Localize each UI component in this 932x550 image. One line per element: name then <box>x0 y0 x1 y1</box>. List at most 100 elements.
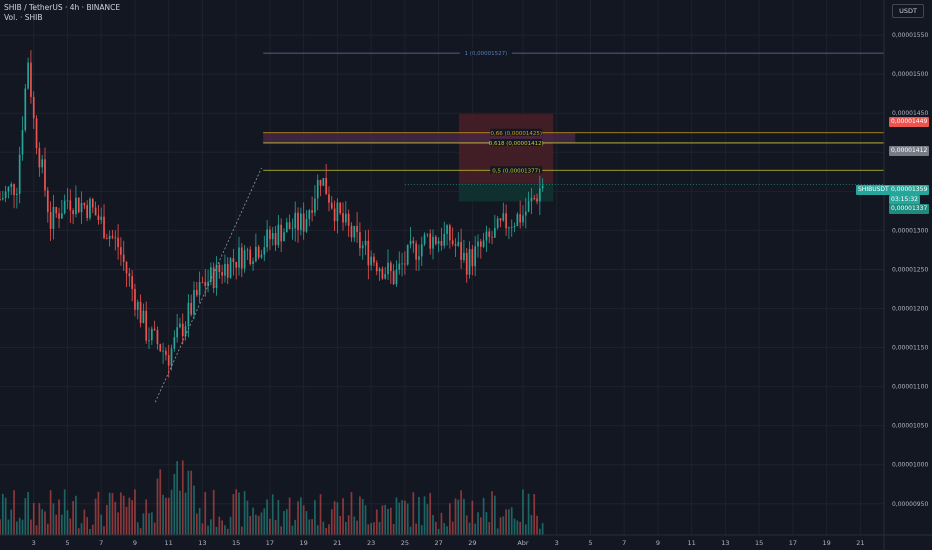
volume-bar <box>392 524 395 535</box>
candle-body <box>243 250 246 269</box>
last-price-tag: 0,00001359 <box>889 185 930 195</box>
volume-bar <box>485 512 488 535</box>
volume-bar <box>491 491 493 535</box>
volume-bar <box>159 469 162 535</box>
volume-bar <box>409 526 412 535</box>
candle-body <box>38 147 41 168</box>
candle-body <box>482 240 485 247</box>
volume-bar <box>131 500 133 535</box>
candle-body <box>195 290 198 296</box>
volume-bar <box>463 498 465 535</box>
volume-bar <box>477 512 479 535</box>
candle-body <box>395 269 398 285</box>
candle-body <box>347 213 350 226</box>
candle-body <box>167 355 170 366</box>
volume-bar <box>198 507 201 535</box>
volume-bar <box>66 510 69 535</box>
volume-bar <box>269 518 271 535</box>
volume-bar <box>451 521 454 535</box>
volume-bar <box>63 489 66 535</box>
candle-body <box>361 245 364 249</box>
currency-badge[interactable]: USDT <box>892 4 924 18</box>
candle-body <box>451 240 454 245</box>
volume-bar <box>471 500 474 535</box>
volume-bar <box>260 512 263 535</box>
volume-bar <box>136 522 139 535</box>
candle-body <box>429 233 432 249</box>
candle-body <box>322 178 325 186</box>
volume-bar <box>297 501 299 535</box>
candle-body <box>527 201 530 212</box>
candle-body <box>406 244 409 265</box>
volume-bar <box>235 489 238 535</box>
candle-body <box>280 224 283 242</box>
volume-bar <box>353 516 356 535</box>
volume-bar <box>195 513 198 535</box>
trend-line[interactable] <box>154 167 262 403</box>
volume-bar <box>328 524 330 535</box>
candle-body <box>21 130 24 155</box>
fib-retracement[interactable]: 1 (0,00001527) 0,66 (0,00001425) 0,618 (0,… <box>263 49 884 174</box>
volume-bar <box>224 525 226 535</box>
volume-bar <box>170 489 173 535</box>
candle-body <box>207 281 209 287</box>
volume-bar <box>16 521 18 535</box>
volume-bar <box>52 503 55 535</box>
candle-body <box>86 205 89 218</box>
candle-body <box>319 179 322 186</box>
volume-bar <box>176 461 178 535</box>
fib-label-bg <box>459 49 512 57</box>
candle-body <box>16 193 18 195</box>
volume-bar <box>429 492 432 535</box>
candle-body <box>432 236 434 249</box>
candle-body <box>491 236 493 238</box>
volume-bar <box>283 510 285 535</box>
candle-body <box>18 154 21 194</box>
candle-body <box>404 263 406 265</box>
volume-bar <box>108 492 111 535</box>
candle-body <box>328 194 330 203</box>
volume-bar <box>373 522 375 535</box>
price-tick-label: 0,00001000 <box>892 462 928 469</box>
time-tick-label: 25 <box>401 539 409 547</box>
volume-bar <box>488 522 491 535</box>
volume-bar <box>305 511 308 535</box>
volume-bar <box>479 517 482 535</box>
volume-bar <box>302 505 305 535</box>
volume-bar <box>77 528 80 535</box>
volume-bar <box>257 515 260 535</box>
volume-bar <box>381 505 384 535</box>
candle-body <box>142 310 145 323</box>
candle-body <box>187 302 190 327</box>
candle-body <box>443 233 446 246</box>
candle-body <box>120 247 122 255</box>
candle-body <box>288 222 291 230</box>
time-tick-label: 15 <box>232 539 240 547</box>
candle-body <box>471 249 474 267</box>
candle-body <box>474 246 477 267</box>
candle-body <box>344 213 347 223</box>
time-tick-label: 11 <box>165 539 173 547</box>
volume-bar <box>536 515 538 535</box>
volume-bar <box>30 519 32 535</box>
volume-bar <box>499 517 502 535</box>
candle-body <box>426 233 429 235</box>
candle-body <box>434 236 437 244</box>
candle-body <box>359 232 361 249</box>
candle-body <box>277 224 280 246</box>
candle-body <box>257 246 260 258</box>
volume-bar <box>423 496 426 535</box>
candle-body <box>63 200 66 214</box>
volume-bar <box>339 515 342 535</box>
candle-body <box>173 337 176 349</box>
volume-bar <box>359 496 361 535</box>
candle-body <box>150 328 153 341</box>
candle-body <box>218 264 221 273</box>
time-tick-label: 7 <box>622 539 626 547</box>
volume-bar <box>18 517 21 535</box>
candle-body <box>204 282 207 287</box>
time-tick-label: 29 <box>468 539 476 547</box>
volume-bar <box>395 497 398 535</box>
volume-bar <box>190 470 193 535</box>
